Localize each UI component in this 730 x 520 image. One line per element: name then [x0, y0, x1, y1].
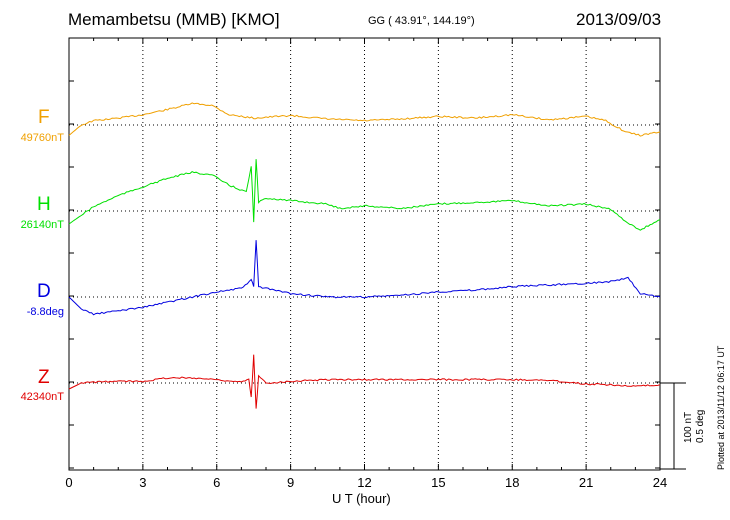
series-lines — [68, 102, 661, 409]
series-line-d — [68, 240, 661, 316]
x-tick-label: 24 — [653, 475, 667, 490]
scale-nt-label: 100 nT — [683, 411, 694, 443]
series-line-h — [68, 159, 661, 231]
x-axis-label: U T (hour) — [332, 491, 391, 506]
plotted-timestamp: Plotted at 2013/11/12 06:17 UT — [716, 345, 726, 470]
x-tick-label: 18 — [505, 475, 519, 490]
grid-lines — [69, 38, 660, 470]
x-tick-label: 15 — [431, 475, 445, 490]
x-tick-label: 12 — [357, 475, 371, 490]
series-line-f — [68, 102, 661, 137]
baseline-label-d: -8.8deg — [26, 306, 64, 318]
series-label-h: H — [37, 194, 51, 215]
chart-date: 2013/09/03 — [576, 10, 662, 29]
series-label-f: F — [38, 107, 50, 128]
x-tick-label: 6 — [213, 475, 220, 490]
baseline-label-f: 49760nT — [20, 132, 64, 144]
series-line-z — [68, 354, 661, 409]
x-tick-label: 21 — [579, 475, 593, 490]
axis-ticks: 0 3 6 9 12 15 18 21 24 — [65, 38, 667, 490]
series-label-d: D — [37, 281, 51, 302]
series-label-z: Z — [38, 367, 50, 388]
scale-bar — [660, 382, 686, 470]
x-tick-label: 9 — [287, 475, 294, 490]
geographic-coords: GG ( 43.91°, 144.19°) — [368, 15, 475, 27]
scale-deg-label: 0.5 deg — [695, 409, 706, 443]
x-tick-label: 3 — [139, 475, 146, 490]
station-title: Memambetsu (MMB) [KMO] — [68, 10, 280, 29]
baseline-label-z: 42340nT — [20, 391, 64, 403]
baseline-label-h: 26140nT — [20, 219, 64, 231]
x-tick-label: 0 — [65, 475, 72, 490]
